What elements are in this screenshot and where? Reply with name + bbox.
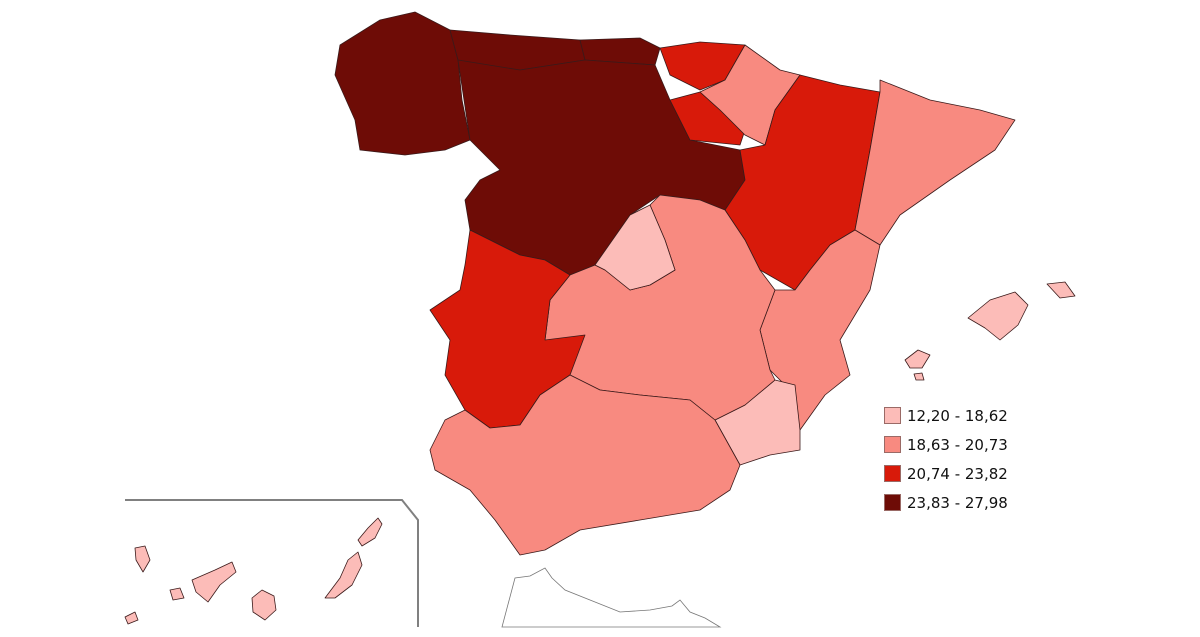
mainland-regions <box>334 11 1016 556</box>
balearic-islands <box>904 281 1076 381</box>
region[interactable] <box>251 589 277 621</box>
region[interactable] <box>1046 281 1076 299</box>
legend-label: 18,63 - 20,73 <box>907 435 1008 454</box>
region[interactable] <box>967 291 1029 341</box>
inset-border <box>125 499 419 627</box>
legend-label: 20,74 - 23,82 <box>907 464 1008 483</box>
region[interactable] <box>134 545 151 573</box>
legend-swatch <box>884 407 901 424</box>
legend: 12,20 - 18,62 18,63 - 20,73 20,74 - 23,8… <box>884 401 1008 517</box>
legend-item: 12,20 - 18,62 <box>884 401 1008 430</box>
region[interactable] <box>324 551 363 599</box>
region[interactable] <box>429 374 741 556</box>
legend-swatch <box>884 436 901 453</box>
legend-item: 23,83 - 27,98 <box>884 488 1008 517</box>
legend-item: 18,63 - 20,73 <box>884 430 1008 459</box>
legend-label: 23,83 - 27,98 <box>907 493 1008 512</box>
region[interactable] <box>334 11 471 156</box>
north-africa-outline <box>501 567 722 628</box>
region[interactable] <box>191 561 237 603</box>
region[interactable] <box>913 372 925 381</box>
region[interactable] <box>457 59 746 276</box>
canary-islands-inset <box>124 499 419 627</box>
region[interactable] <box>169 587 185 601</box>
legend-item: 20,74 - 23,82 <box>884 459 1008 488</box>
legend-swatch <box>884 465 901 482</box>
region[interactable] <box>357 517 383 547</box>
region[interactable] <box>579 37 661 66</box>
region[interactable] <box>699 44 801 146</box>
region[interactable] <box>594 204 676 291</box>
legend-label: 12,20 - 18,62 <box>907 406 1008 425</box>
legend-swatch <box>884 494 901 511</box>
region[interactable] <box>124 611 139 625</box>
region[interactable] <box>904 349 931 369</box>
region[interactable] <box>854 79 1016 246</box>
